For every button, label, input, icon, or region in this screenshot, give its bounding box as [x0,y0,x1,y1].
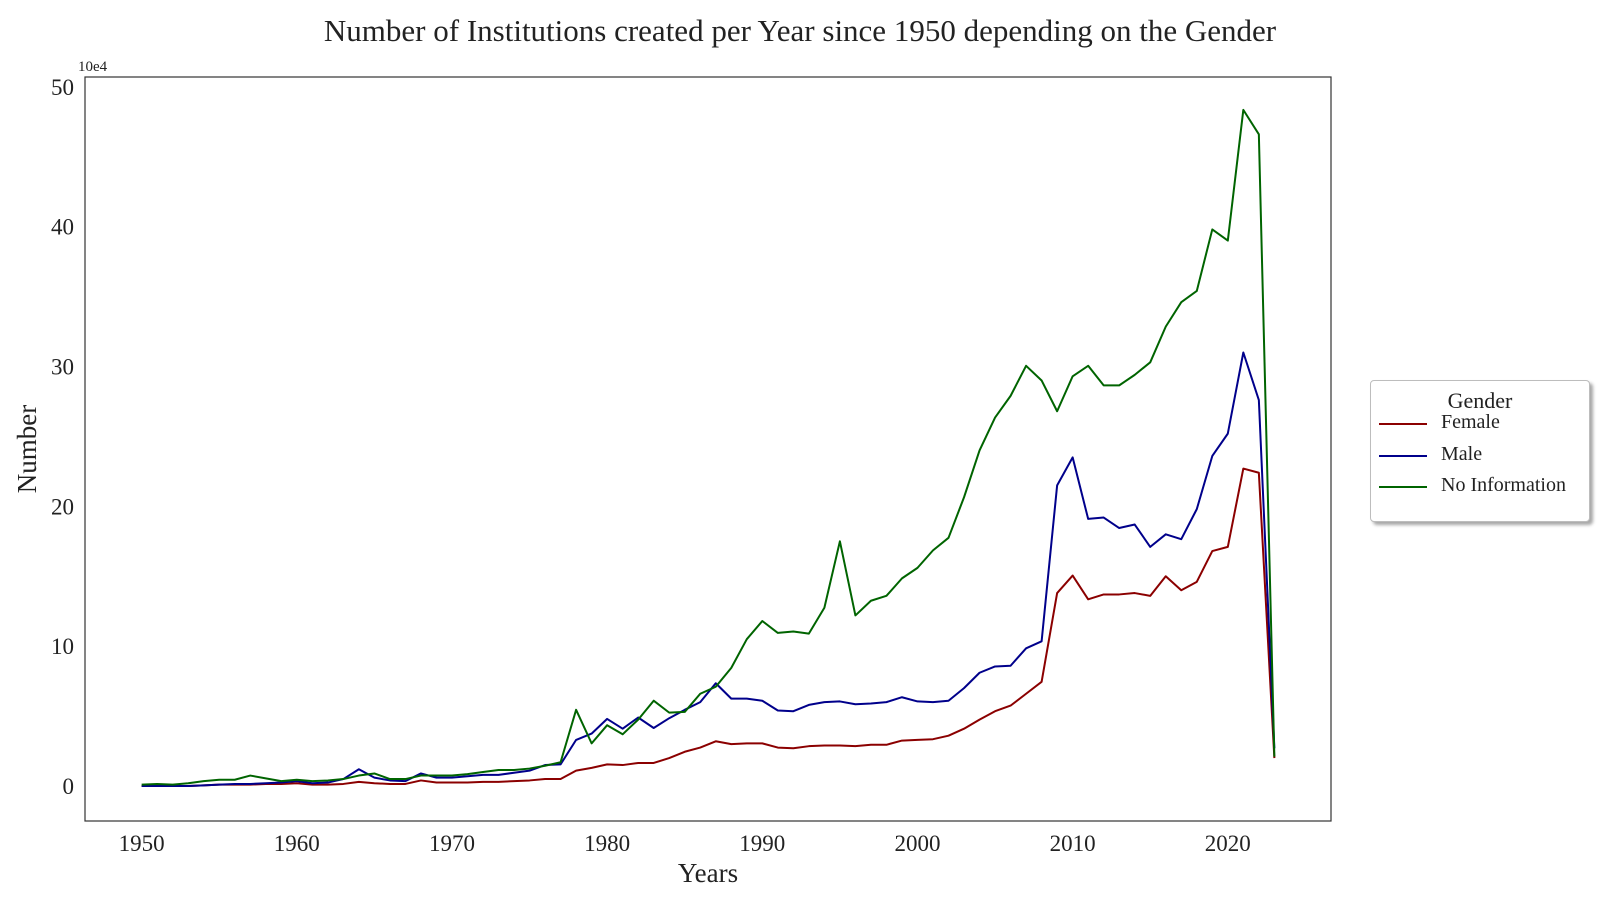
legend-label-female: Female [1441,411,1500,433]
legend-label-no-information: No Information [1441,474,1566,496]
legend-swatch-female [1379,423,1427,425]
y-tick-label: 50 [51,75,74,100]
legend-swatch-male [1379,455,1427,457]
legend-item-male: Male [1379,442,1584,470]
legend-label-male: Male [1441,443,1483,465]
y-tick-label: 40 [51,215,74,240]
y-tick-label: 20 [51,494,74,519]
legend-swatch-no-information [1379,486,1427,488]
y-axis-multiplier: 10e4 [78,59,108,75]
legend-item-female: Female [1379,410,1584,438]
axis-ticks: 1950 1960 1970 1980 1990 2000 2010 2020 0 10 20 30 4… [51,75,1251,856]
y-axis-label: Number [12,405,42,493]
series-lines [141,108,1276,788]
chart-title: Number of Institutions created per Year … [324,13,1277,48]
x-tick-label: 2010 [1050,831,1096,856]
x-tick-label: 2000 [895,831,941,856]
y-tick-label: 30 [51,355,74,380]
plot-frame [84,76,1332,822]
x-tick-label: 1950 [119,831,165,856]
x-axis-label: Years [678,858,738,888]
legend-title: Gender [1447,388,1513,413]
x-tick-label: 1960 [274,831,320,856]
legend: Gender Female Male No Information [1370,380,1590,522]
series-line-male [141,351,1276,788]
series-line-no-information [141,108,1276,786]
y-tick-label: 0 [63,774,75,799]
legend-item-no-information: No Information [1379,473,1584,501]
series-line-female [141,467,1276,788]
x-tick-label: 1980 [584,831,630,856]
x-tick-label: 2020 [1205,831,1251,856]
x-tick-label: 1970 [429,831,475,856]
x-tick-label: 1990 [739,831,785,856]
y-tick-label: 10 [51,634,74,659]
